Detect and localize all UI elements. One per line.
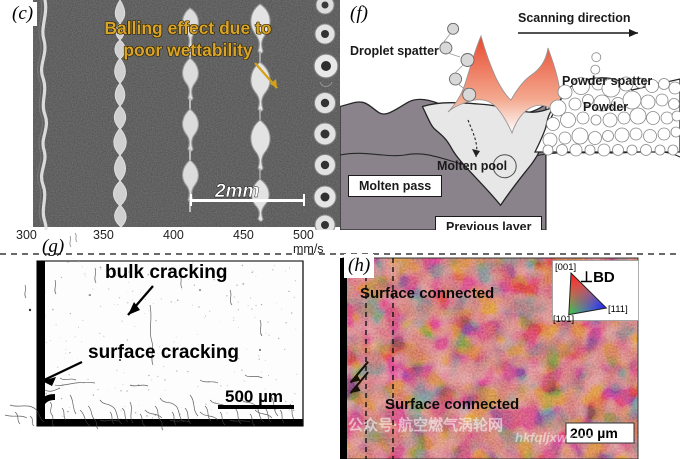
svg-text:[111]: [111] [608, 304, 628, 315]
svg-text:⊥BD: ⊥BD [580, 269, 615, 286]
svg-text:bulk cracking: bulk cracking [105, 262, 228, 283]
svg-text:surface cracking: surface cracking [88, 342, 239, 363]
svg-text:500 µm: 500 µm [225, 387, 283, 406]
svg-text:2mm: 2mm [214, 181, 259, 202]
svg-text:[101]: [101] [553, 314, 574, 325]
svg-text:[001]: [001] [555, 262, 576, 273]
